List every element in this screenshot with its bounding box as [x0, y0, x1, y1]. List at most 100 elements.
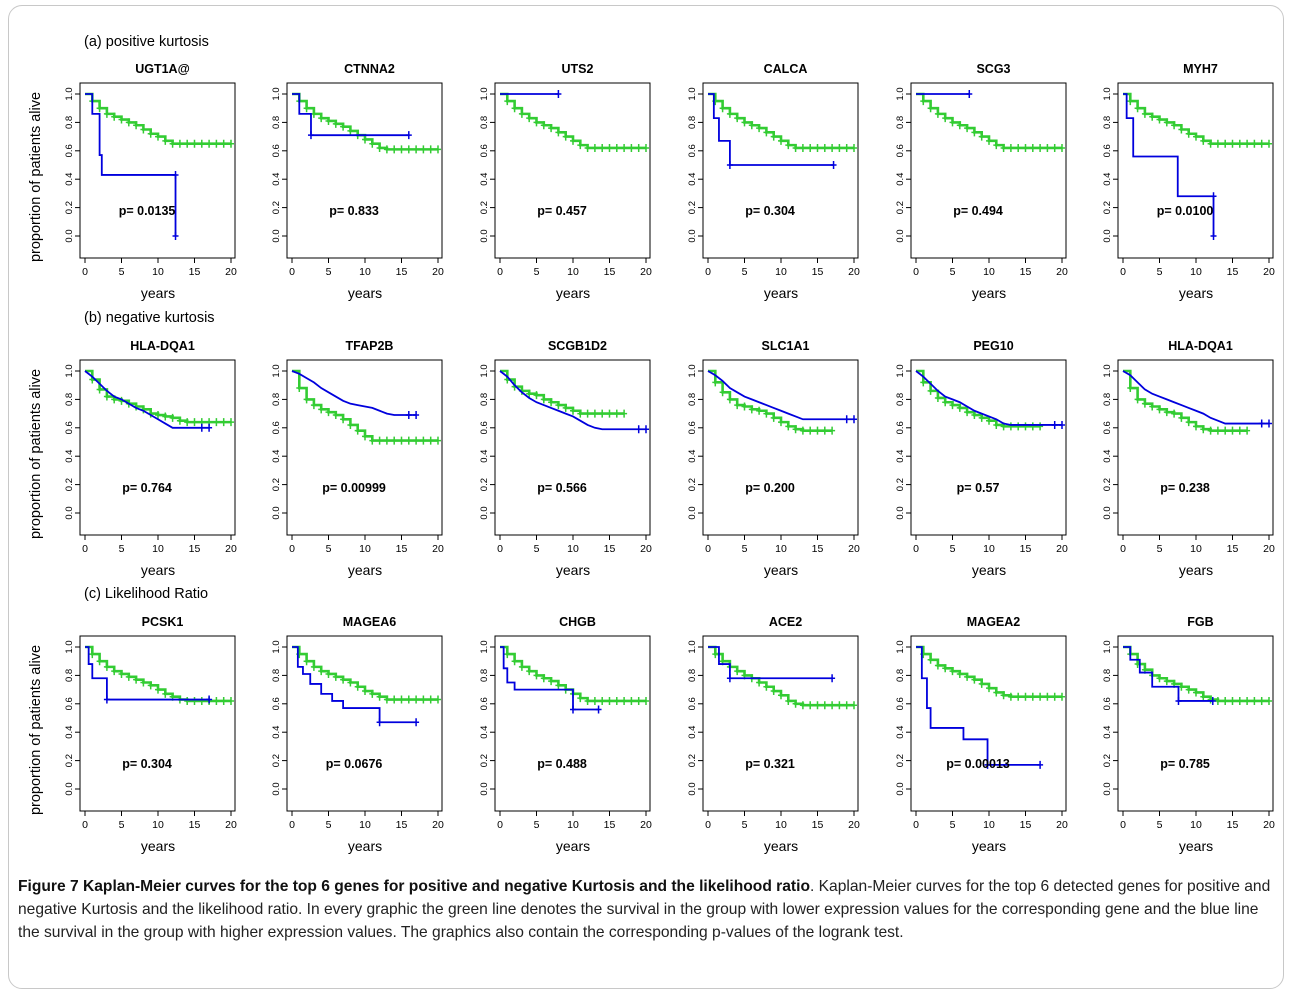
y-tick-label: 1.0 [479, 87, 490, 100]
censor-mark [1207, 139, 1214, 148]
p-value-label: p= 0.0135 [119, 204, 176, 218]
x-axis-label: years [556, 285, 590, 301]
censor-mark [191, 139, 198, 148]
y-tick-label: 1.0 [271, 640, 282, 653]
high-expression-curve [291, 370, 417, 416]
y-tick-label: 1.0 [64, 364, 75, 377]
censor-mark [533, 671, 540, 680]
censor-mark [1022, 143, 1029, 152]
censor-mark [325, 408, 332, 417]
x-tick-label: 10 [775, 543, 787, 555]
x-tick-label: 5 [950, 266, 956, 278]
censor-mark [1210, 232, 1217, 240]
x-axis-label: years [764, 838, 798, 854]
censor-mark [1244, 426, 1251, 435]
y-tick-label: 0.0 [1102, 782, 1113, 795]
censor-mark [1037, 760, 1044, 769]
x-axis-label: years [556, 562, 590, 578]
censor-mark [555, 128, 562, 137]
high-expression-curve [708, 646, 833, 680]
x-tick-label: 0 [1120, 819, 1126, 831]
y-tick-label: 0.0 [479, 782, 490, 795]
censor-mark [1214, 426, 1221, 435]
censor-mark [391, 145, 398, 154]
censor-mark [570, 705, 576, 714]
censor-mark [369, 436, 376, 445]
censor-mark [155, 132, 161, 141]
censor-mark [303, 657, 310, 666]
y-tick-label: 0.8 [1102, 669, 1113, 682]
censor-mark [942, 114, 949, 123]
censor-mark [712, 378, 719, 387]
censor-mark [1200, 692, 1207, 701]
x-tick-label: 10 [775, 819, 787, 831]
censor-mark [540, 395, 547, 404]
censor-mark [1163, 118, 1170, 127]
censor-mark [599, 696, 606, 705]
censor-mark [96, 104, 103, 113]
panel-title: TFAP2B [346, 339, 394, 353]
censor-mark [303, 104, 310, 113]
censor-mark [978, 679, 985, 688]
censor-mark [332, 411, 339, 420]
censor-mark [340, 415, 347, 424]
panel-title: SCG3 [976, 62, 1010, 76]
censor-mark [986, 136, 992, 145]
y-tick-label: 1.0 [1102, 364, 1113, 377]
censor-mark [198, 139, 205, 148]
x-tick-label: 5 [742, 819, 748, 831]
x-tick-label: 0 [289, 543, 295, 555]
censor-mark [1209, 696, 1216, 705]
p-value-label: p= 0.0100 [1157, 204, 1214, 218]
censor-mark [821, 143, 828, 152]
censor-mark [1222, 696, 1229, 705]
censor-mark [555, 681, 562, 690]
y-tick-label: 0.8 [687, 116, 698, 129]
y-tick-label: 1.0 [687, 364, 698, 377]
x-tick-label: 10 [152, 543, 164, 555]
x-tick-label: 20 [225, 819, 237, 831]
x-tick-label: 5 [742, 543, 748, 555]
censor-mark [427, 436, 434, 445]
x-axis-label: years [556, 838, 590, 854]
censor-mark [635, 143, 642, 152]
panel-title: MYH7 [1183, 62, 1218, 76]
y-tick-label: 0.6 [479, 144, 490, 157]
censor-mark [562, 403, 569, 412]
censor-mark [836, 143, 843, 152]
x-tick-label: 5 [119, 543, 125, 555]
x-axis-label: years [1179, 562, 1213, 578]
censor-mark [807, 701, 814, 710]
x-tick-label: 10 [152, 819, 164, 831]
x-tick-label: 0 [913, 819, 919, 831]
censor-mark [770, 132, 777, 141]
censor-mark [1022, 692, 1029, 701]
censor-mark [1134, 395, 1141, 404]
censor-mark [964, 124, 971, 133]
censor-mark [1193, 688, 1199, 697]
censor-mark [504, 97, 511, 106]
x-tick-label: 15 [189, 819, 201, 831]
censor-mark [719, 104, 726, 113]
censor-mark [548, 398, 555, 407]
censor-mark [1059, 420, 1065, 429]
censor-mark [511, 104, 518, 113]
censor-mark [1258, 696, 1265, 705]
y-tick-label: 0.2 [687, 478, 698, 491]
x-tick-label: 0 [82, 543, 88, 555]
censor-mark [1236, 426, 1243, 435]
censor-mark [376, 143, 383, 152]
censor-mark [1229, 696, 1236, 705]
y-tick-label: 0.6 [687, 144, 698, 157]
censor-mark [383, 436, 390, 445]
censor-mark [577, 141, 584, 150]
panel-title: SCGB1D2 [548, 339, 607, 353]
y-tick-label: 0.0 [479, 229, 490, 242]
x-tick-label: 20 [640, 543, 652, 555]
y-tick-label: 0.2 [271, 478, 282, 491]
censor-mark [228, 418, 234, 427]
x-tick-label: 20 [640, 819, 652, 831]
high-expression-curve [1123, 646, 1213, 702]
censor-mark [599, 143, 606, 152]
censor-mark [376, 436, 383, 445]
